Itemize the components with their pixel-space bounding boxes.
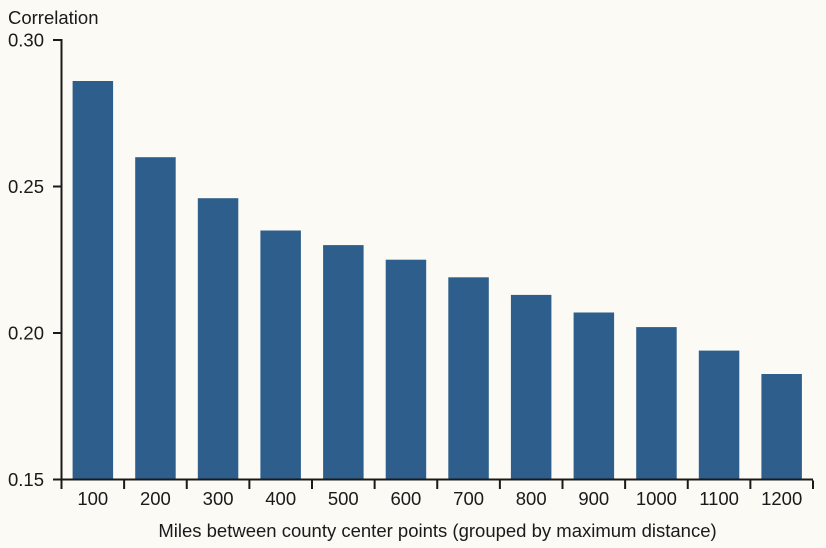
- y-tick-label: 0.30: [8, 30, 44, 51]
- bar-800: [510, 294, 552, 480]
- x-tick-label: 100: [77, 488, 108, 509]
- bar-1000: [636, 327, 677, 480]
- bar-700: [448, 277, 489, 480]
- y-tick-label: 0.15: [8, 469, 44, 490]
- y-tick-label: 0.20: [8, 323, 44, 344]
- x-tick-label: 500: [328, 488, 359, 509]
- bar-900: [573, 312, 615, 480]
- x-axis-title: Miles between county center points (grou…: [158, 520, 717, 541]
- x-tick-label: 200: [140, 488, 171, 509]
- x-tick-label: 1100: [699, 488, 739, 509]
- y-axis-title: Correlation: [8, 7, 99, 28]
- bar-1100: [698, 350, 740, 480]
- bar-600: [385, 259, 427, 480]
- bar-200: [135, 157, 176, 480]
- x-tick-label: 1200: [761, 488, 802, 509]
- bar-300: [197, 198, 239, 480]
- x-tick-label: 600: [390, 488, 421, 509]
- x-tick-label: 300: [203, 488, 234, 509]
- x-tick-label: 700: [453, 488, 484, 509]
- bar-400: [260, 230, 301, 480]
- x-tick-label: 900: [578, 488, 609, 509]
- x-tick-label: 400: [265, 488, 296, 509]
- bar-100: [72, 81, 114, 480]
- x-tick-label: 800: [516, 488, 547, 509]
- bar-1200: [761, 374, 802, 480]
- x-tick-label: 1000: [636, 488, 677, 509]
- y-tick-label: 0.25: [8, 176, 44, 197]
- bar-500: [323, 245, 364, 480]
